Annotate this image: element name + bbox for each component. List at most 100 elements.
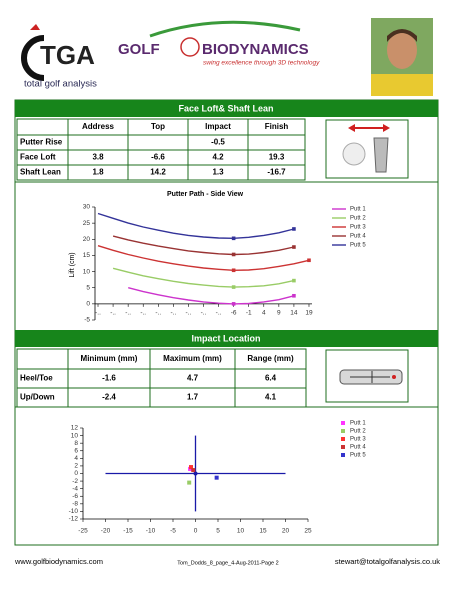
logo-text: TGA: [40, 40, 95, 70]
legend-label: Putt 2: [350, 429, 366, 435]
brand-swoosh: [149, 20, 301, 38]
table-cell: [16, 348, 69, 370]
series-line: [128, 287, 295, 305]
point-marker: [231, 302, 236, 306]
table-value: 4.2: [212, 153, 224, 162]
row-label: Up/Down: [20, 393, 55, 402]
section-title: Face Loft& Shaft Lean: [178, 103, 273, 113]
y-tick-label: 0: [86, 301, 90, 308]
table-value: 19.3: [269, 153, 285, 162]
column-header: Top: [151, 122, 165, 131]
y-tick-label: 25: [83, 220, 91, 227]
putter-top-illustration: [325, 349, 409, 403]
x-tick-label: -..: [140, 310, 146, 317]
table-cell: [16, 118, 69, 136]
y-tick-label: -8: [72, 501, 78, 508]
x-tick-label: -..: [216, 310, 222, 317]
legend-label: Putt 1: [350, 207, 366, 213]
y-tick-label: 2: [74, 463, 78, 470]
brand-tagline: swing excellence through 3D technology: [203, 60, 320, 67]
footer-website: www.golfbiodynamics.com: [14, 557, 103, 566]
legend-label: Putt 1: [350, 421, 366, 427]
putter-face-illustration: [325, 119, 409, 179]
table-value: 6.4: [265, 374, 277, 383]
footer-file: Tom_Dodds_8_page_4-Aug-2011-Page 2: [177, 560, 278, 566]
table-value: -6.6: [151, 153, 165, 162]
x-tick-label: -..: [186, 310, 192, 317]
y-tick-label: 15: [83, 252, 91, 259]
series-line: [97, 245, 310, 272]
x-tick-label: -5: [170, 528, 176, 535]
scatter-point: [189, 465, 193, 470]
point-marker: [292, 278, 296, 283]
legend-label: Putt 3: [350, 225, 366, 231]
x-tick-label: -..: [125, 310, 131, 317]
y-tick-label: -4: [72, 485, 78, 492]
point-marker: [231, 252, 236, 257]
ball: [342, 142, 366, 166]
table-value: 1.7: [187, 393, 199, 402]
logo-subtitle: total golf analysis: [24, 79, 97, 90]
y-tick-label: 6: [74, 447, 78, 454]
table-cell: [247, 164, 306, 181]
table-value: 1.3: [212, 168, 224, 177]
putter-head: [373, 137, 389, 173]
column-header: Range (mm): [247, 354, 294, 363]
x-tick-label: -20: [101, 528, 111, 535]
column-header: Minimum (mm): [81, 354, 138, 363]
x-tick-label: -..: [95, 310, 101, 317]
y-tick-label: -2: [72, 478, 78, 485]
y-tick-label: -5: [84, 317, 90, 324]
x-tick-label: -10: [146, 528, 156, 535]
series-line: [97, 212, 295, 240]
point-marker: [231, 236, 236, 241]
logo-accent: [30, 24, 40, 30]
scatter-point: [187, 480, 192, 485]
target-center: [193, 471, 198, 476]
photo-face: [387, 31, 417, 69]
table-value: 4.1: [265, 393, 277, 402]
scatter-point: [214, 475, 219, 480]
legend-label: Putt 5: [350, 243, 366, 249]
x-tick-label: 25: [304, 528, 312, 535]
table-value: -0.5: [211, 138, 225, 147]
y-tick-label: 8: [74, 440, 78, 447]
column-header: Impact: [205, 122, 231, 131]
table-value: -16.7: [267, 168, 286, 177]
y-tick-label: -6: [72, 493, 78, 500]
legend-swatch: [341, 445, 345, 449]
point-marker: [231, 285, 236, 289]
table-value: -1.6: [102, 374, 116, 383]
point-marker: [292, 245, 296, 249]
x-tick-label: -1: [246, 310, 252, 317]
y-tick-label: 30: [83, 204, 91, 211]
table-cell: [247, 134, 306, 151]
table-value: 3.8: [92, 153, 104, 162]
chart-title: Putter Path - Side View: [167, 191, 244, 198]
x-tick-label: 0: [194, 528, 198, 535]
y-tick-label: 10: [83, 268, 91, 275]
x-tick-label: 4: [262, 310, 266, 317]
legend-swatch: [341, 453, 345, 457]
column-header: Finish: [265, 122, 289, 131]
row-label: Heel/Toe: [20, 374, 53, 383]
table-value: 14.2: [150, 168, 166, 177]
x-tick-label: 5: [216, 528, 220, 535]
legend-label: Putt 3: [350, 437, 366, 443]
x-tick-label: -..: [201, 310, 207, 317]
photo-shirt: [371, 74, 433, 96]
footer-email: stewart@totalgolfanalysis.co.uk: [335, 557, 440, 566]
series-line: [112, 267, 295, 288]
logo-ring: [21, 35, 45, 81]
y-tick-label: -10: [69, 508, 79, 515]
section-title: Impact Location: [191, 333, 260, 343]
y-axis-label: Lift (cm): [69, 252, 76, 277]
row-label: Putter Rise: [20, 138, 63, 147]
x-tick-label: 20: [282, 528, 290, 535]
y-tick-label: 0: [74, 470, 78, 477]
x-tick-label: -6: [231, 310, 237, 317]
x-tick-label: -..: [110, 310, 116, 317]
y-tick-label: -12: [69, 516, 79, 523]
series-line: [112, 235, 295, 256]
x-tick-label: -25: [78, 528, 88, 535]
